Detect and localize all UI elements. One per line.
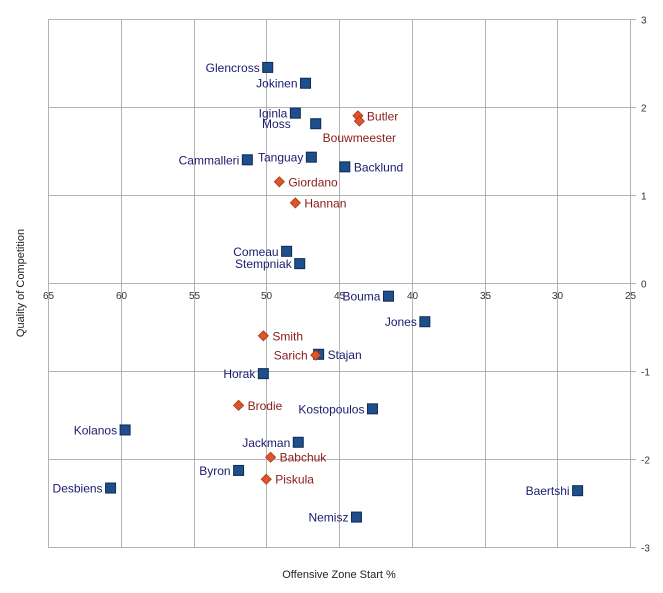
y-tick-label: 2 (641, 104, 647, 115)
point-label: Backlund (354, 160, 403, 174)
point-marker-square (300, 77, 312, 89)
x-tick-label: 50 (261, 291, 273, 302)
point-label: Jones (385, 315, 417, 329)
point-marker-square (292, 436, 304, 448)
x-tick-label: 30 (552, 291, 564, 302)
point-label: Bouma (342, 290, 380, 304)
point-marker-square (281, 245, 293, 257)
plot-frame (48, 19, 631, 548)
point-marker-square (257, 368, 269, 380)
point-label: Smith (272, 329, 303, 343)
point-marker-diamond (353, 115, 365, 127)
point-marker-square (289, 107, 301, 119)
point-marker-square (262, 61, 274, 73)
y-tick-label: -1 (641, 368, 650, 379)
point-label: Babchuk (280, 451, 328, 465)
point-label: Brodie (248, 399, 283, 413)
point-marker-square (294, 258, 306, 270)
point-marker-diamond (289, 197, 301, 209)
point-label: Piskula (275, 473, 314, 487)
point-label: Horak (223, 367, 256, 381)
point-label: Stajan (328, 348, 362, 362)
point-label: Stempniak (235, 257, 293, 271)
point-label: Jokinen (256, 77, 297, 91)
point-marker-square (233, 464, 245, 476)
axes: 65 60 55 50 45 40 35 30 25 3 2 1 0 -1 -2 -3 (43, 16, 650, 555)
point-marker-square (119, 424, 131, 436)
point-marker-square (305, 151, 317, 163)
point-marker-square (366, 403, 378, 415)
point-label: Byron (199, 464, 230, 478)
point-marker-square (419, 316, 431, 328)
point-marker-diamond (260, 473, 272, 485)
y-tick-label: -2 (641, 456, 650, 467)
point-label: Jackman (242, 436, 290, 450)
point-label: Sarich (274, 349, 308, 363)
point-label: Desbiens (53, 482, 103, 496)
point-label: Hannan (304, 196, 346, 210)
point-marker-square (241, 154, 253, 166)
point-label: Glencross (206, 61, 260, 75)
y-tick-label: -3 (641, 544, 650, 555)
point-marker-square (310, 118, 322, 130)
data-points (105, 61, 584, 523)
gridlines (48, 19, 636, 548)
point-label: Baertshi (526, 484, 570, 498)
x-tick-label: 55 (189, 291, 201, 302)
x-tick-label: 65 (43, 291, 55, 302)
point-marker-diamond (273, 176, 285, 188)
point-marker-square (350, 511, 362, 523)
y-axis-title: Quality of Competition (15, 229, 27, 337)
point-label: Butler (367, 109, 398, 123)
point-marker-square (572, 485, 584, 497)
point-label: Cammalleri (179, 153, 240, 167)
point-label: Nemisz (308, 511, 348, 525)
x-axis-title: Offensive Zone Start % (282, 569, 396, 581)
y-tick-label: 3 (641, 16, 647, 27)
x-tick-label: 60 (116, 291, 128, 302)
point-marker-square (105, 482, 117, 494)
point-marker-square (339, 161, 351, 173)
point-marker-square (382, 290, 394, 302)
point-label: Giordano (288, 175, 338, 189)
point-marker-diamond (257, 330, 269, 342)
point-label: Iginla (259, 107, 288, 121)
point-label: Kostopoulos (298, 402, 364, 416)
point-marker-diamond (310, 349, 322, 361)
y-tick-label: 1 (641, 192, 647, 203)
x-tick-label: 45 (334, 291, 346, 302)
point-label: Tanguay (258, 151, 303, 165)
point-marker-diamond (233, 399, 245, 411)
point-label: Bouwmeester (323, 131, 396, 145)
x-tick-label: 35 (480, 291, 492, 302)
point-label: Kolanos (74, 423, 117, 437)
x-tick-label: 40 (407, 291, 419, 302)
point-label: Comeau (233, 245, 278, 259)
x-tick-label: 25 (625, 291, 637, 302)
point-marker-diamond (265, 451, 277, 463)
point-label: Moss (262, 117, 291, 131)
y-tick-label: 0 (641, 280, 647, 291)
